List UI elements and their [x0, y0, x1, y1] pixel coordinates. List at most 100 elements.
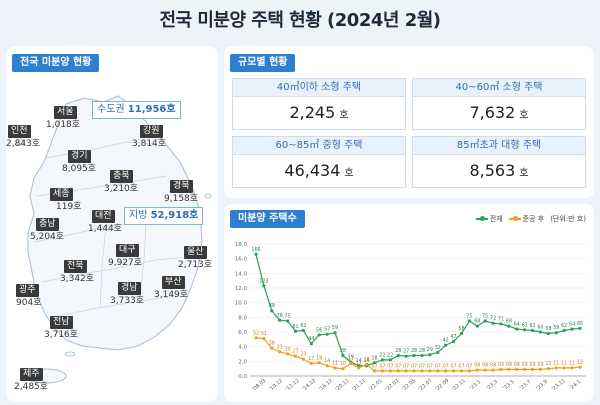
region-name-chungbuk: 충북 [110, 170, 133, 183]
data-label: 75 [285, 314, 291, 320]
size-cell-label: 85㎡초과 대형 주택 [413, 137, 585, 155]
data-point [270, 309, 274, 313]
legend-completed-label: 준공 후 [522, 215, 545, 223]
map-panel: 전국 미분양 현황 서울 1,018호 인천 2,843호 경기 8,095호 … [6, 46, 218, 402]
region-name-seoul: 서울 [54, 106, 77, 119]
size-cell-unit: 호 [519, 110, 529, 121]
data-label: 09 [522, 362, 528, 368]
data-label: 72 [490, 316, 496, 322]
y-tick-label: 6.0 [238, 330, 247, 336]
data-label: 28 [411, 348, 417, 354]
data-point [341, 367, 345, 371]
data-label: 76 [277, 313, 283, 319]
south-island-shape [64, 351, 76, 357]
data-point [467, 369, 471, 373]
x-tick-label: '23.11 [551, 378, 567, 393]
provinces-callout: 지방 52,918호 [124, 207, 204, 225]
data-label: 09 [498, 362, 504, 368]
x-tick-label: '24.1 [569, 379, 582, 392]
region-value-gangwon: 3,814호 [132, 139, 167, 149]
data-point [372, 369, 377, 373]
data-label: 56 [316, 327, 322, 333]
data-label: 11 [332, 360, 338, 366]
data-point [428, 353, 432, 357]
data-point [444, 343, 448, 347]
data-point [278, 350, 282, 354]
x-tick-label: '12.12 [285, 378, 301, 393]
data-point [293, 329, 298, 333]
west-island-shape [15, 138, 25, 146]
region-name-gangwon: 강원 [140, 125, 163, 138]
region-value-ulsan: 2,713호 [178, 260, 213, 270]
data-point [404, 369, 408, 373]
size-panel-tag: 규모별 현황 [230, 54, 296, 72]
data-label: 58 [458, 326, 464, 332]
data-label: 59 [553, 325, 559, 331]
region-border-lines [33, 141, 197, 317]
region-value-gwangju: 904호 [16, 298, 42, 308]
region-name-jeonnam: 전남 [50, 316, 73, 329]
region-name-incheon: 인천 [8, 125, 31, 138]
capital-area-label: 수도권 [97, 104, 125, 115]
data-label: 22 [379, 352, 385, 358]
data-label: 42 [443, 338, 449, 344]
data-label: 59 [332, 325, 338, 331]
data-label: 17 [348, 356, 354, 362]
data-point [436, 350, 440, 355]
x-tick-label: '23.5 [502, 379, 515, 392]
data-point [333, 331, 337, 335]
data-label: 44 [308, 336, 314, 342]
region-name-busan: 부산 [162, 276, 185, 289]
data-point [325, 364, 329, 368]
region-name-gyeonggi: 경기 [68, 150, 91, 163]
data-point [388, 358, 392, 362]
data-label: 07 [403, 363, 409, 369]
data-point [286, 352, 290, 356]
data-label: 63 [522, 322, 528, 328]
data-label: 68 [474, 319, 480, 325]
data-point [562, 366, 566, 370]
data-label: 14 [364, 358, 370, 364]
data-point [412, 353, 416, 358]
data-label: 166 [251, 247, 260, 253]
data-label: 57 [324, 327, 330, 333]
region-name-daegu: 대구 [116, 244, 139, 257]
size-cell-value-wrap: 46,434 호 [233, 155, 405, 190]
data-label: 14 [356, 358, 362, 364]
data-label: 52 [253, 330, 259, 336]
data-label: 07 [371, 363, 377, 369]
data-label: 62 [300, 323, 306, 329]
data-label: 65 [577, 321, 583, 327]
x-tick-label: '08.03 [251, 378, 267, 393]
data-point [357, 366, 361, 370]
data-label: 17 [308, 356, 314, 362]
data-label: 28 [395, 348, 401, 354]
data-label: 61 [292, 324, 298, 330]
data-label: 30 [285, 347, 291, 353]
data-label: 10 [340, 361, 346, 367]
data-point [309, 342, 313, 346]
x-tick-label: '22.03 [384, 378, 400, 393]
legend-completed: 준공 후 [508, 214, 545, 224]
region-name-jeju: 제주 [20, 368, 43, 381]
data-label: 09 [514, 362, 520, 368]
y-tick-label: 14.0 [235, 271, 248, 277]
data-point [301, 328, 306, 333]
data-label: 07 [435, 363, 441, 369]
size-panel: 규모별 현황 40㎡이하 소형 주택 2,245 호 40~60㎡ 소형 주택 7… [224, 46, 594, 198]
data-point [333, 366, 337, 370]
data-label: 64 [514, 322, 520, 328]
region-name-gyeongnam: 경남 [118, 282, 141, 295]
data-point [523, 328, 527, 332]
unsold-housing-line-chart: 0.0 2.0 4.0 6.0 8.0 10.0 12.0 14.0 16.0 18.0 '08.0… [235, 242, 586, 393]
data-label: 47 [451, 334, 457, 340]
size-cell-value-wrap: 8,563 호 [413, 155, 585, 190]
x-tick-label: '20.12 [335, 378, 351, 393]
region-value-jeju: 2,485호 [14, 382, 49, 392]
data-label: 33 [277, 344, 283, 350]
size-cell-unit: 호 [344, 168, 354, 179]
data-point [365, 362, 369, 366]
data-label: 16 [364, 357, 370, 363]
data-label: 09 [506, 362, 512, 368]
size-cell-value: 7,632 [469, 103, 516, 122]
